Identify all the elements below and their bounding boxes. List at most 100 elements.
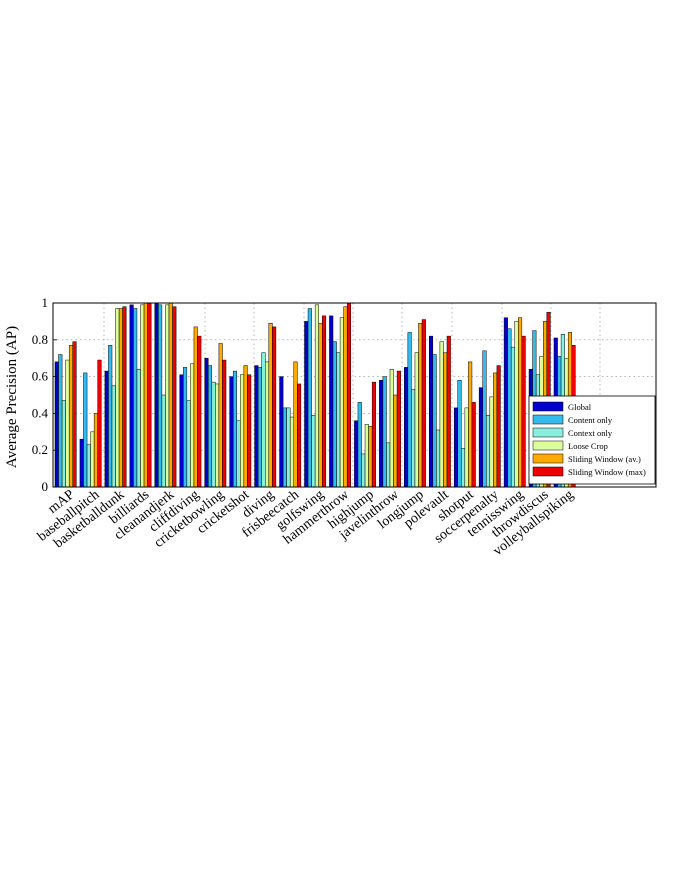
bar-cleanandjerk-s4: [168, 302, 173, 488]
bar-golfswing-s4: [318, 322, 323, 488]
bar-frisbeecatch-s5: [297, 383, 302, 488]
bar-frisbeecatch-s1: [282, 407, 287, 488]
legend-label: Global: [568, 402, 592, 412]
bar-highjump-s5: [371, 381, 376, 488]
bar-diving-s0: [254, 365, 259, 488]
bar-basketballdunk-s4: [118, 308, 123, 488]
bar-polevault-s1: [432, 354, 437, 488]
bar-basketballdunk-s5: [122, 306, 127, 488]
legend-label: Loose Crop: [568, 441, 608, 451]
bar-cliffdiving-s3: [190, 363, 195, 488]
bar-cricketshot-s1: [232, 370, 237, 488]
bar-baseballpitch-s4: [93, 413, 98, 488]
bar-cricketbowling-s0: [204, 357, 209, 488]
bar-cricketshot-s3: [240, 374, 245, 488]
bar-polevault-s5: [446, 335, 451, 488]
bar-hammerthrow-s2: [336, 352, 341, 488]
bar-highjump-s4: [368, 426, 373, 488]
bar-longjump-s3: [414, 352, 419, 488]
y-tick-label: 0.8: [32, 332, 48, 347]
bar-cliffdiving-s1: [183, 367, 188, 488]
bar-basketballdunk-s0: [104, 370, 109, 488]
bar-longjump-s5: [421, 319, 426, 488]
y-axis: 0 0.2 0.4 0.6 0.8 1: [32, 295, 57, 494]
bar-diving-s3: [265, 361, 270, 488]
bar-soccerpenalty-s4: [493, 372, 498, 488]
bar-mAP-s2: [61, 400, 66, 488]
legend-label: Sliding Window (av.): [568, 454, 641, 464]
bar-frisbeecatch-s2: [286, 407, 291, 488]
bar-hammerthrow-s3: [339, 317, 344, 488]
bar-hammerthrow-s0: [329, 315, 334, 488]
bar-javelinthrow-s3: [389, 368, 394, 488]
bar-polevault-s3: [439, 341, 444, 488]
bar-cricketbowling-s3: [215, 383, 220, 488]
bar-shotput-s0: [453, 407, 459, 488]
bar-billiards-s2: [136, 368, 141, 488]
bar-golfswing-s3: [314, 304, 319, 488]
y-tick-label: 0.4: [32, 405, 49, 420]
bar-mAP-s1: [58, 354, 63, 488]
y-tick-label: 0: [42, 479, 49, 494]
bar-soccerpenalty-s0: [478, 387, 483, 488]
bar-cricketshot-s2: [236, 420, 241, 488]
bar-billiards-s4: [143, 302, 148, 488]
bar-highjump-s2: [361, 453, 366, 488]
bar-cleanandjerk-s1: [158, 304, 163, 488]
bar-soccerpenalty-s5: [496, 365, 501, 488]
legend-swatch: [532, 427, 564, 438]
bar-shotput-s1: [457, 380, 462, 488]
bar-hammerthrow-s5: [346, 302, 352, 488]
bar-cricketshot-s5: [247, 374, 252, 488]
bar-shotput-s3: [464, 407, 469, 488]
bar-cliffdiving-s2: [186, 400, 191, 488]
bar-longjump-s0: [404, 367, 409, 488]
bar-polevault-s4: [443, 352, 448, 488]
bar-frisbeecatch-s0: [279, 376, 284, 488]
bar-tennisswing-s4: [518, 317, 523, 488]
bar-frisbeecatch-s3: [289, 416, 295, 488]
bar-golfswing-s1: [307, 308, 312, 488]
bar-billiards-s1: [133, 308, 138, 488]
bar-tennisswing-s3: [514, 321, 519, 488]
bar-javelinthrow-s2: [386, 442, 391, 488]
bar-cliffdiving-s4: [193, 326, 198, 488]
bar-cleanandjerk-s0: [154, 302, 159, 488]
plot-frame: [52, 302, 657, 488]
bar-cleanandjerk-s3: [165, 304, 170, 488]
bar-basketballdunk-s2: [111, 385, 116, 488]
bar-mAP-s3: [65, 359, 70, 488]
bar-highjump-s3: [364, 424, 369, 488]
legend-swatch: [532, 466, 564, 477]
y-tick-label: 0.2: [32, 442, 48, 457]
legend-label: Sliding Window (max): [568, 467, 646, 477]
bar-soccerpenalty-s2: [486, 414, 491, 488]
bar-cleanandjerk-s5: [172, 306, 177, 488]
legend-swatch: [532, 440, 564, 451]
bar-baseballpitch-s3: [90, 431, 95, 488]
bar-cleanandjerk-s2: [161, 394, 166, 488]
bar-tennisswing-s0: [503, 317, 508, 488]
bar-diving-s1: [257, 367, 262, 488]
bar-basketballdunk-s3: [115, 308, 120, 488]
y-tick-label: 0.6: [32, 369, 49, 384]
bar-baseballpitch-s2: [86, 444, 91, 488]
bar-hammerthrow-s4: [343, 306, 348, 488]
bar-mAP-s5: [72, 341, 77, 488]
bar-diving-s4: [268, 322, 273, 488]
bar-mAP-s0: [54, 361, 59, 488]
bar-billiards-s0: [129, 304, 134, 488]
bar-basketballdunk-s1: [108, 345, 113, 488]
bar-cricketshot-s4: [243, 365, 248, 488]
bar-billiards-s3: [140, 304, 145, 488]
bar-tennisswing-s1: [507, 328, 512, 488]
bar-longjump-s1: [407, 332, 412, 488]
bar-cricketbowling-s4: [218, 343, 223, 488]
legend: Global Content only Context only Loose Crop…: [528, 395, 656, 485]
bar-baseballpitch-s1: [83, 372, 88, 488]
bar-mAP-s4: [68, 345, 73, 488]
bar-baseballpitch-s0: [79, 438, 84, 488]
bar-polevault-s0: [429, 335, 434, 488]
bar-soccerpenalty-s1: [482, 350, 487, 488]
